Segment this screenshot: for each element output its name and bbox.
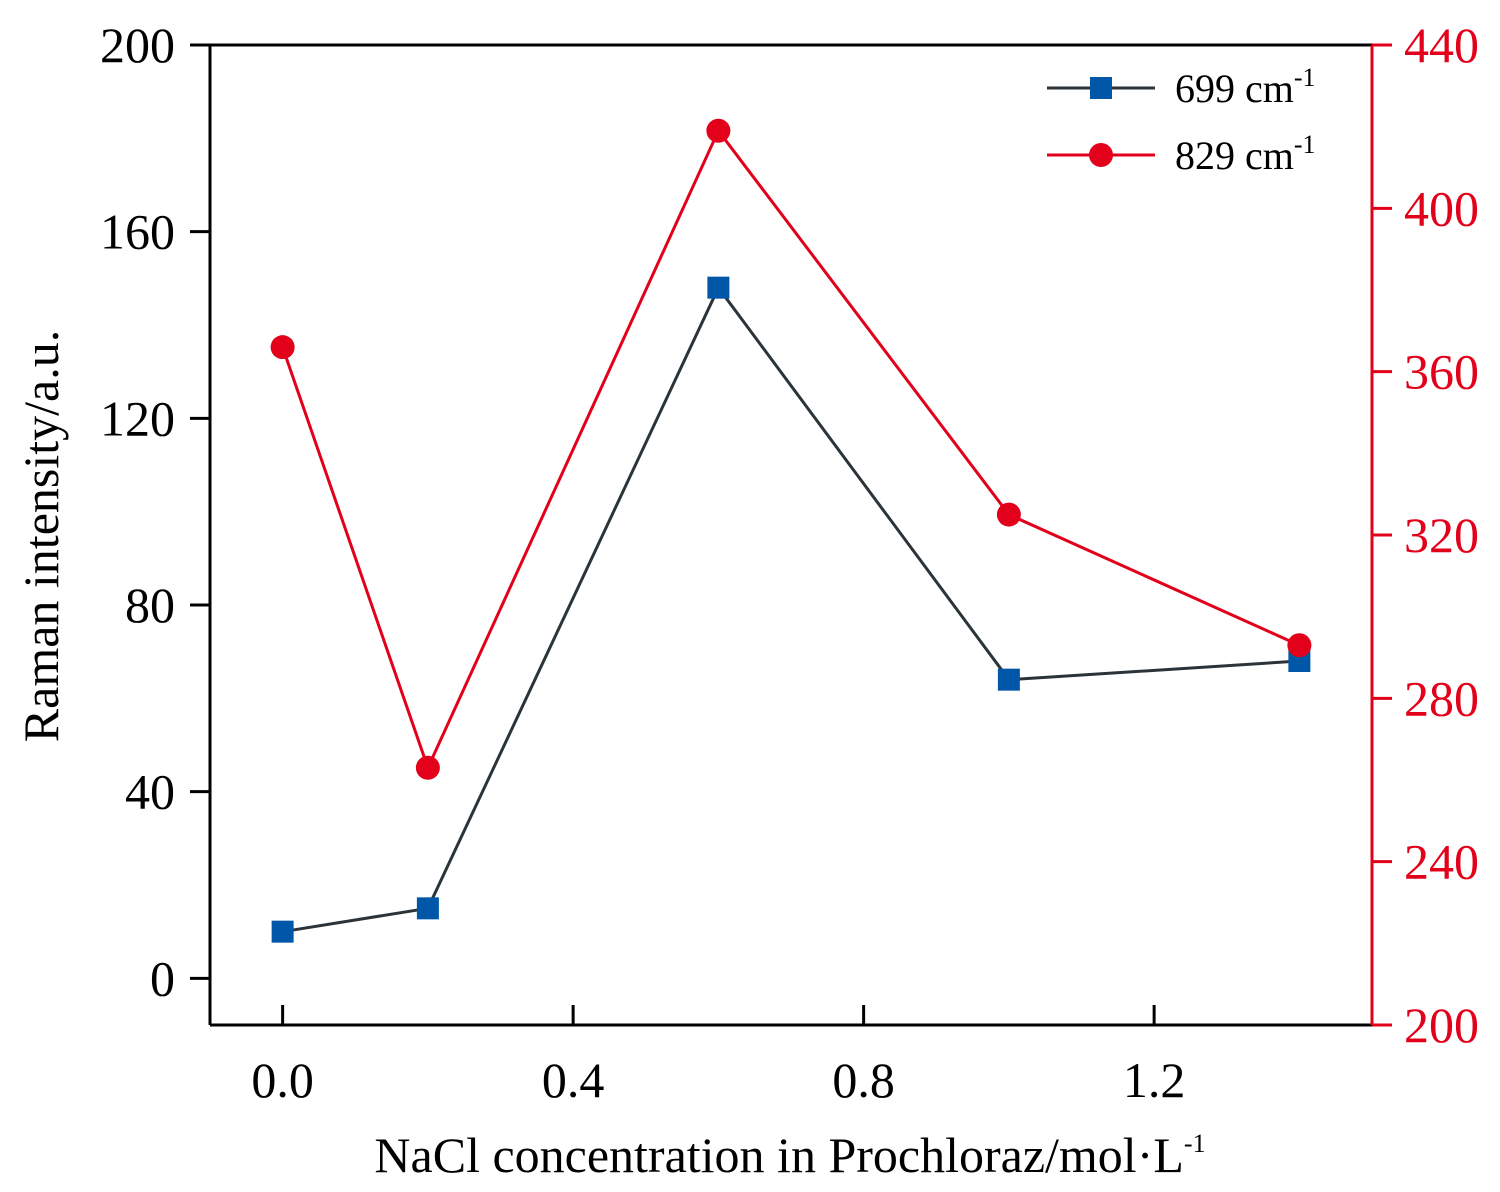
- legend-label-2: 829 cm-1: [1175, 130, 1316, 178]
- left-tick-label: 120: [100, 390, 175, 446]
- right-tick-label: 280: [1404, 670, 1479, 726]
- left-tick-label: 80: [125, 577, 175, 633]
- series-2-point: [1287, 633, 1312, 658]
- left-tick-label: 40: [125, 764, 175, 820]
- legend-marker-square: [1090, 77, 1112, 99]
- x-axis-title: NaCl concentration in Prochloraz/mol·L-1: [374, 1127, 1205, 1183]
- legend-marker-circle: [1089, 143, 1113, 167]
- series-1-point: [707, 276, 730, 299]
- series-1-point: [271, 920, 294, 943]
- bottom-tick-label: 0.0: [251, 1052, 314, 1108]
- right-tick-label: 240: [1404, 834, 1479, 890]
- right-tick-label: 360: [1404, 344, 1479, 400]
- plot-series: [270, 118, 1312, 943]
- series-line-1: [282, 284, 1300, 934]
- right-tick-label: 400: [1404, 180, 1479, 236]
- series-2-point: [415, 755, 440, 780]
- bottom-tick-label: 1.2: [1123, 1052, 1186, 1108]
- left-tick-label: 200: [100, 17, 175, 73]
- axes: 0 40 80 120 160 200 200 240 280 320 360 400 440 0.0 0.…: [100, 17, 1479, 1108]
- right-tick-label: 440: [1404, 17, 1479, 73]
- right-tick-label: 200: [1404, 997, 1479, 1053]
- x-axis-title-superscript: -1: [1184, 1129, 1206, 1158]
- series-2-point: [706, 118, 731, 143]
- legend: 699 cm-1 829 cm-1: [1047, 63, 1316, 178]
- bottom-tick-label: 0.4: [542, 1052, 605, 1108]
- x-axis-title-text: NaCl concentration in Prochloraz/mol·L: [374, 1127, 1183, 1183]
- bottom-tick-label: 0.8: [832, 1052, 895, 1108]
- y-axis-title: Raman intensity/a.u.: [13, 330, 69, 742]
- left-tick-label: 160: [100, 204, 175, 260]
- series-2-point: [996, 502, 1021, 527]
- right-tick-label: 320: [1404, 507, 1479, 563]
- series-1-point: [416, 897, 439, 920]
- left-tick-label: 0: [150, 950, 175, 1006]
- legend-label-1: 699 cm-1: [1175, 63, 1316, 111]
- series-1-point: [997, 668, 1020, 691]
- series-2-point: [270, 335, 295, 360]
